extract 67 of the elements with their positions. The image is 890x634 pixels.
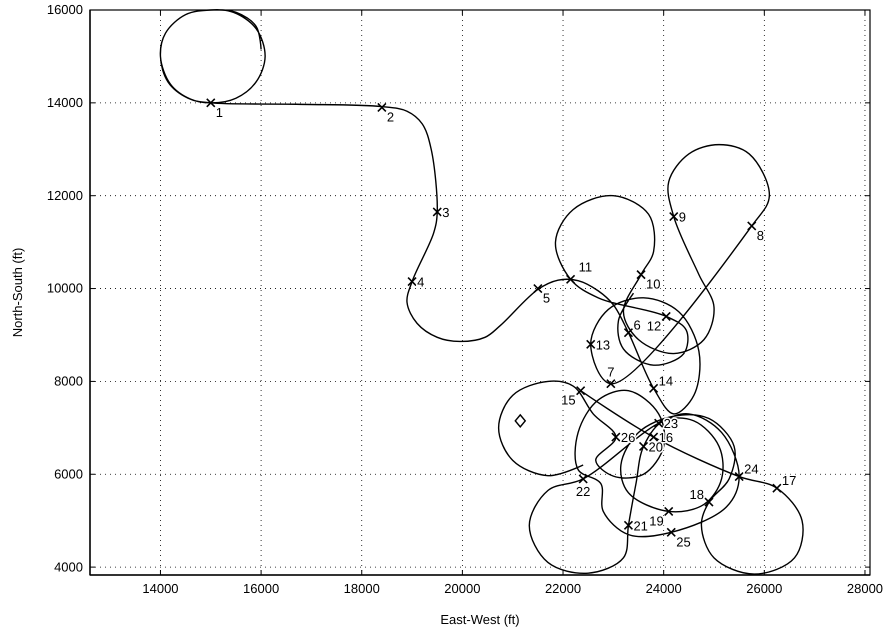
point — [624, 520, 634, 530]
point — [578, 474, 588, 484]
annotation: 6 — [633, 318, 641, 333]
annotation: 5 — [542, 290, 550, 306]
x-axis-title: East-West (ft) — [440, 612, 520, 627]
point — [704, 497, 714, 507]
point — [606, 378, 616, 389]
y-tick-label: 8000 — [54, 374, 83, 389]
annotation: 15 — [561, 392, 576, 408]
annotation: 1 — [216, 104, 224, 120]
x-tick-label: 20000 — [444, 581, 480, 596]
annotation: 18 — [690, 487, 704, 502]
annotation: 22 — [576, 484, 590, 499]
point — [514, 414, 526, 428]
annotation: 14 — [658, 373, 674, 388]
annotation: 19 — [649, 513, 664, 528]
annotation: 3 — [442, 204, 450, 220]
annotation: 10 — [646, 276, 660, 292]
point — [566, 274, 576, 284]
point — [661, 312, 671, 322]
annotation: 11 — [578, 259, 592, 274]
point — [576, 386, 586, 396]
point — [407, 276, 417, 286]
point — [648, 432, 658, 442]
annotation: 13 — [596, 337, 610, 352]
x-tick-label: 24000 — [646, 581, 682, 596]
point — [586, 339, 596, 350]
point — [533, 284, 543, 294]
annotation: 9 — [678, 210, 686, 225]
annotation: 12 — [646, 318, 662, 334]
point — [611, 432, 621, 442]
x-tick-label: 22000 — [544, 581, 582, 596]
annotation: 7 — [607, 364, 614, 380]
point — [668, 212, 679, 222]
point — [746, 221, 757, 231]
annotation: 2 — [386, 109, 394, 124]
annotation: 25 — [676, 534, 691, 550]
point — [664, 506, 674, 516]
annotation: 17 — [782, 473, 796, 488]
point — [772, 483, 782, 493]
point — [654, 418, 664, 428]
y-tick-label: 14000 — [46, 95, 83, 110]
annotation: 8 — [756, 228, 764, 243]
annotation: 21 — [633, 518, 648, 534]
x-tick-label: 26000 — [746, 581, 782, 596]
y-tick-label: 10000 — [46, 280, 83, 296]
x-tick-label: 28000 — [846, 581, 884, 596]
annotation: 24 — [744, 462, 759, 477]
point — [648, 384, 658, 394]
y-tick-label: 4000 — [54, 559, 83, 574]
point — [666, 527, 676, 538]
point — [636, 270, 646, 280]
point — [206, 98, 216, 108]
point — [624, 328, 634, 338]
point — [734, 472, 744, 482]
point — [638, 442, 648, 452]
y-tick-label: 12000 — [46, 188, 83, 203]
annotation: 23 — [664, 416, 678, 432]
y-axis-title: North-South (ft) — [10, 248, 25, 338]
point — [377, 102, 387, 112]
point — [432, 207, 442, 217]
annotation: 4 — [417, 274, 424, 290]
y-tick-label: 6000 — [54, 466, 83, 482]
y-tick-label: 16000 — [46, 2, 83, 18]
x-tick-label: 18000 — [344, 581, 380, 596]
x-tick-label: 16000 — [243, 581, 280, 596]
x-tick-label: 14000 — [142, 581, 179, 596]
